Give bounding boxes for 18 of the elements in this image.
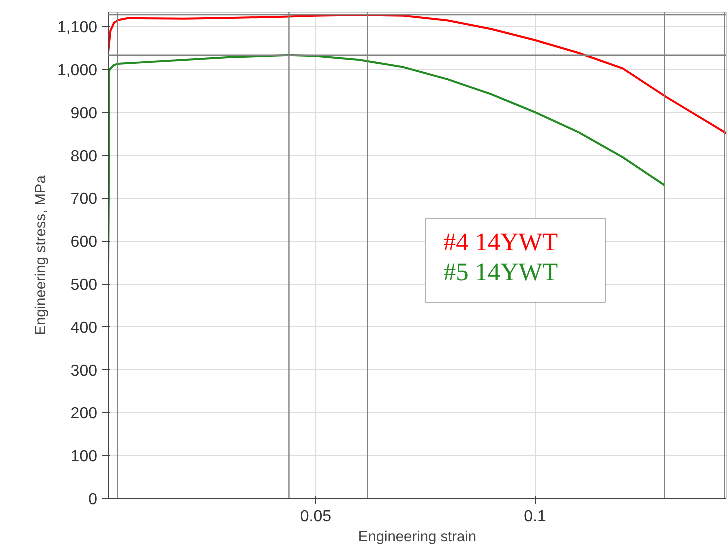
y-tick-label: 1,000	[57, 62, 98, 80]
y-tick-label: 400	[70, 320, 98, 337]
y-tick-label: 900	[70, 105, 98, 122]
y-axis-title: Engineering stress, MPa	[33, 174, 50, 336]
x-tick-label: 0.1	[524, 508, 546, 526]
x-axis-title: Engineering strain	[358, 530, 477, 546]
y-tick-label: 100	[70, 448, 98, 466]
y-tick-label: 700	[70, 191, 98, 208]
y-tick-label: 300	[70, 362, 98, 380]
text: #5 14YWT	[444, 258, 559, 286]
y-tick-label: 500	[70, 277, 98, 294]
y-tick-label: 800	[70, 148, 98, 166]
y-tick-label: 200	[70, 406, 98, 423]
y-tick-label: 0	[88, 492, 98, 508]
y-tick-label: 600	[70, 234, 98, 252]
x-tick-label: 0.05	[300, 508, 332, 526]
y-tick-label: 1,100	[57, 20, 98, 37]
text: #4 14YWT	[444, 228, 559, 256]
